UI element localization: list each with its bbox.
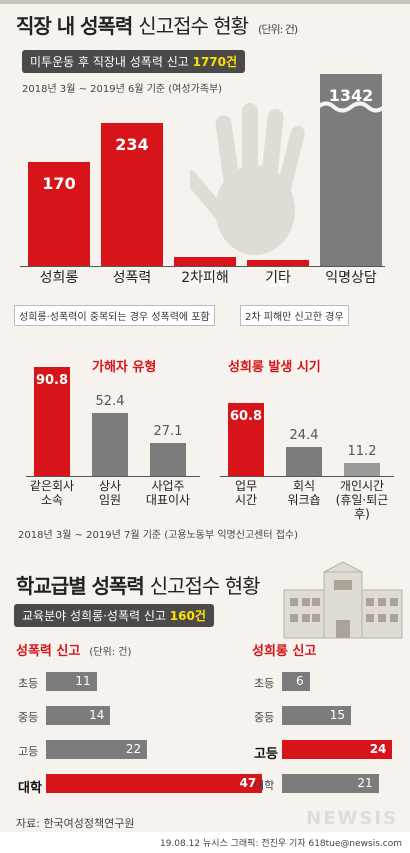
hbar-value-0: 11 [75, 674, 91, 688]
note-secondary: 2차 피해만 신고한 경우 [240, 305, 349, 326]
bar-1 [101, 123, 163, 266]
hbar-2 [282, 740, 393, 759]
row-label-2: 고등 [18, 745, 39, 758]
bar-0 [228, 403, 264, 476]
page-title: 직장 내 성폭력 신고접수 현황 (단위: 건) [16, 10, 298, 39]
total-pill: 미투운동 후 직장내 성폭력 신고 1770건 [22, 50, 246, 73]
axis-break-mark [318, 101, 384, 113]
school-pill-highlight: 160건 [169, 609, 206, 623]
hbar-value-3: 47 [239, 776, 257, 790]
row-label-3: 대학 [254, 779, 275, 792]
category-label-4: 익명상담 [325, 270, 377, 286]
axis-baseline [26, 476, 200, 477]
hbar-value-1: 15 [329, 708, 345, 722]
hbar-2 [46, 740, 148, 759]
value-label-2: 11.2 [347, 443, 377, 459]
note-duplicate: 성희롱·성폭력이 중복되는 경우 성폭력에 포함 [14, 305, 215, 326]
left-chart-title: 성폭력 신고 [16, 644, 81, 659]
value-label-0: 90.8 [35, 373, 69, 389]
school-title-light: 신고접수 현황 [149, 574, 261, 598]
hbar-value-2: 22 [125, 742, 142, 756]
hbar-0 [46, 672, 97, 691]
value-label-4: 1342 [328, 86, 374, 105]
category-label-3: 기타 [265, 270, 291, 286]
value-label-1: 234 [115, 135, 149, 155]
hbar-value-1: 14 [89, 708, 105, 722]
title-bold: 직장 내 성폭력 [16, 14, 133, 38]
category-label-0: 같은회사 소속 [29, 479, 75, 507]
category-label-1: 상사 임원 [98, 479, 122, 507]
pill-text: 미투운동 후 직장내 성폭력 신고 [30, 55, 189, 69]
right-chart-title: 성희롱 신고 [252, 644, 317, 659]
period-text: 2018년 3월 ~ 2019년 6월 기준 (여성가족부) [22, 84, 223, 95]
axis-baseline [20, 266, 385, 267]
mid-period-text: 2018년 3월 ~ 2019년 7월 기준 (고용노동부 익명신고센터 접수) [18, 530, 299, 541]
hbar-1 [46, 706, 111, 725]
category-label-0: 성희롱 [39, 270, 79, 286]
left-chart-unit: (단위: 건) [89, 647, 132, 658]
school-pill-text: 교육분야 성희롱·성폭력 신고 [22, 609, 166, 623]
row-label-0: 초등 [18, 677, 39, 690]
value-label-1: 52.4 [95, 394, 125, 410]
bar-2 [174, 257, 236, 266]
value-label-0: 170 [42, 174, 76, 194]
bar-3 [247, 259, 309, 266]
pill-highlight: 1770건 [192, 55, 238, 69]
hand-icon [190, 103, 305, 255]
school-title-bold: 학교급별 성폭력 [16, 574, 145, 598]
hbar-value-2: 24 [369, 742, 387, 756]
axis-baseline [220, 476, 394, 477]
value-label-0: 60.8 [229, 409, 263, 425]
value-label-2: 27.1 [153, 424, 183, 440]
newsis-watermark: NEWSIS [306, 808, 398, 829]
school-left-header: 성폭력 신고 (단위: 건) [16, 640, 131, 659]
row-label-3: 대학 [18, 781, 42, 796]
perpetrator-title: 가해자 유형 [92, 360, 157, 375]
title-light: 신고접수 현황 [138, 14, 249, 38]
hbar-0 [282, 672, 310, 691]
value-label-3: 10 [266, 271, 290, 291]
credit-text: 19.08.12 뉴시스 그래픽: 전진우 기자 618tue@newsis.c… [159, 839, 402, 849]
category-label-1: 성폭력 [112, 270, 152, 286]
category-label-2: 2차피해 [181, 270, 229, 286]
category-label-2: 개인시간 (휴일·퇴근 후) [335, 479, 389, 521]
school-title: 학교급별 성폭력 신고접수 현황 [16, 570, 260, 599]
row-label-0: 초등 [254, 677, 275, 690]
value-label-2: 14 [193, 269, 217, 289]
row-label-2: 고등 [254, 747, 278, 762]
row-label-1: 중등 [18, 711, 39, 724]
footer-strip [0, 832, 410, 853]
bar-2 [344, 462, 380, 476]
school-building-icon [283, 561, 403, 639]
bar-1 [286, 446, 322, 476]
hbar-value-3: 21 [357, 776, 373, 790]
timing-title: 성희롱 발생 시기 [228, 360, 321, 375]
source-text: 자료: 한국여성정책연구원 [16, 817, 135, 830]
category-label-2: 사업주 대표이사 [145, 479, 191, 507]
bar-1 [92, 413, 128, 476]
top-band [0, 0, 410, 4]
bar-2 [150, 443, 186, 476]
hbar-value-0: 6 [295, 674, 304, 688]
value-label-1: 24.4 [289, 427, 319, 443]
school-pill: 교육분야 성희롱·성폭력 신고 160건 [14, 604, 214, 627]
hbar-3 [46, 774, 263, 793]
category-label-1: 회식 워크숍 [287, 479, 321, 507]
bar-0 [28, 162, 90, 266]
hbar-3 [282, 774, 379, 793]
category-label-0: 업무 시간 [234, 479, 258, 507]
unit-label: (단위: 건) [258, 23, 298, 36]
bar-0 [34, 367, 70, 476]
row-label-1: 중등 [254, 711, 275, 724]
hbar-1 [282, 706, 351, 725]
